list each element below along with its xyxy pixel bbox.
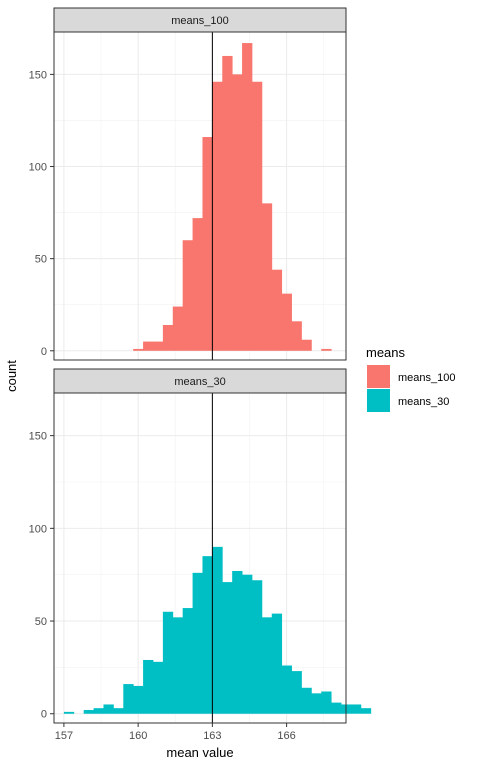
y-ticks-bottom: 0 50 100 150 [29,431,54,721]
bar-means_100-11 [242,43,253,351]
y-tick-label-top-2: 100 [29,162,47,174]
y-tick-label-bottom-0: 0 [41,709,47,721]
legend-key-means-30 [367,389,390,412]
bar-means_30-4 [103,704,114,714]
y-tick-label-top-3: 150 [29,69,47,81]
bar-means_30-25 [311,693,322,714]
bar-means_100-9 [222,55,233,351]
bar-means_100-3 [162,324,174,351]
y-tick-label-top-0: 0 [41,346,47,358]
bar-means_30-13 [192,572,203,714]
bar-means_30-21 [271,613,283,714]
bar-means_30-0 [63,711,75,714]
y-ticks-top: 0 50 100 150 [29,69,54,358]
bar-means_30-24 [301,687,312,714]
bar-means_30-9 [152,661,164,714]
panel-bottom-border [53,392,347,724]
bar-means_30-15 [212,546,223,714]
x-axis-title: mean value [166,745,233,760]
bars-means-30 [63,546,372,714]
x-ticks: 157 160 163 166 [55,723,296,742]
x-tick-label-1: 160 [129,730,147,742]
bar-means_30-22 [281,665,292,714]
bar-means_30-26 [321,691,332,714]
legend-label-means-100: means_100 [398,372,456,384]
bar-means_100-0 [133,348,144,351]
bar-means_30-17 [232,570,243,714]
bar-means_30-10 [162,611,174,714]
bar-means_100-6 [192,218,203,351]
bar-means_100-13 [261,203,273,351]
x-tick-label-3: 166 [277,730,295,742]
bar-means_30-2 [83,710,94,714]
strip-top [53,7,347,33]
bar-means_30-23 [291,671,302,714]
legend-key-means-100 [367,365,390,388]
strip-label-bottom: means_30 [174,376,225,388]
bar-means_100-10 [232,74,243,351]
bar-means_100-15 [281,293,292,351]
y-tick-label-top-1: 50 [35,254,47,266]
bar-means_30-20 [261,617,273,714]
legend-title: means [366,345,406,360]
bar-means_100-14 [271,269,283,351]
bar-means_30-30 [360,708,372,714]
bars-means-100 [133,43,332,351]
bar-means_30-5 [113,708,124,714]
bar-means_30-19 [251,580,263,714]
bar-means_100-2 [152,341,164,351]
bar-means_30-7 [133,685,144,714]
bar-means_30-8 [143,659,154,714]
bar-means_30-6 [123,684,134,714]
bar-means_100-8 [212,81,223,351]
bar-means_100-17 [301,339,312,351]
x-tick-label-0: 157 [55,730,73,742]
y-tick-label-bottom-2: 100 [29,523,47,535]
bar-means_100-5 [182,240,193,351]
bar-means_30-29 [350,704,362,714]
bar-means_100-19 [321,348,332,351]
bar-means_100-7 [202,137,213,351]
bar-means_100-12 [251,81,263,351]
bar-means_30-12 [182,608,193,714]
strip-label-top: means_100 [171,15,229,27]
bar-means_100-16 [291,321,302,351]
bar-means_100-1 [143,341,154,351]
bar-means_30-14 [202,556,213,714]
bar-means_30-18 [242,574,253,714]
bar-means_30-27 [331,702,342,714]
bar-means_30-3 [93,708,104,714]
legend-label-means-30: means_30 [398,396,449,408]
y-tick-label-bottom-1: 50 [35,616,47,628]
y-axis-title: count [4,360,19,392]
strip-bottom [53,368,347,394]
bar-means_30-11 [172,617,184,714]
y-tick-label-bottom-3: 150 [29,431,47,443]
bar-means_30-16 [222,582,233,714]
panel-top-border [53,31,347,361]
x-tick-label-2: 163 [203,730,221,742]
bar-means_100-4 [172,306,184,351]
